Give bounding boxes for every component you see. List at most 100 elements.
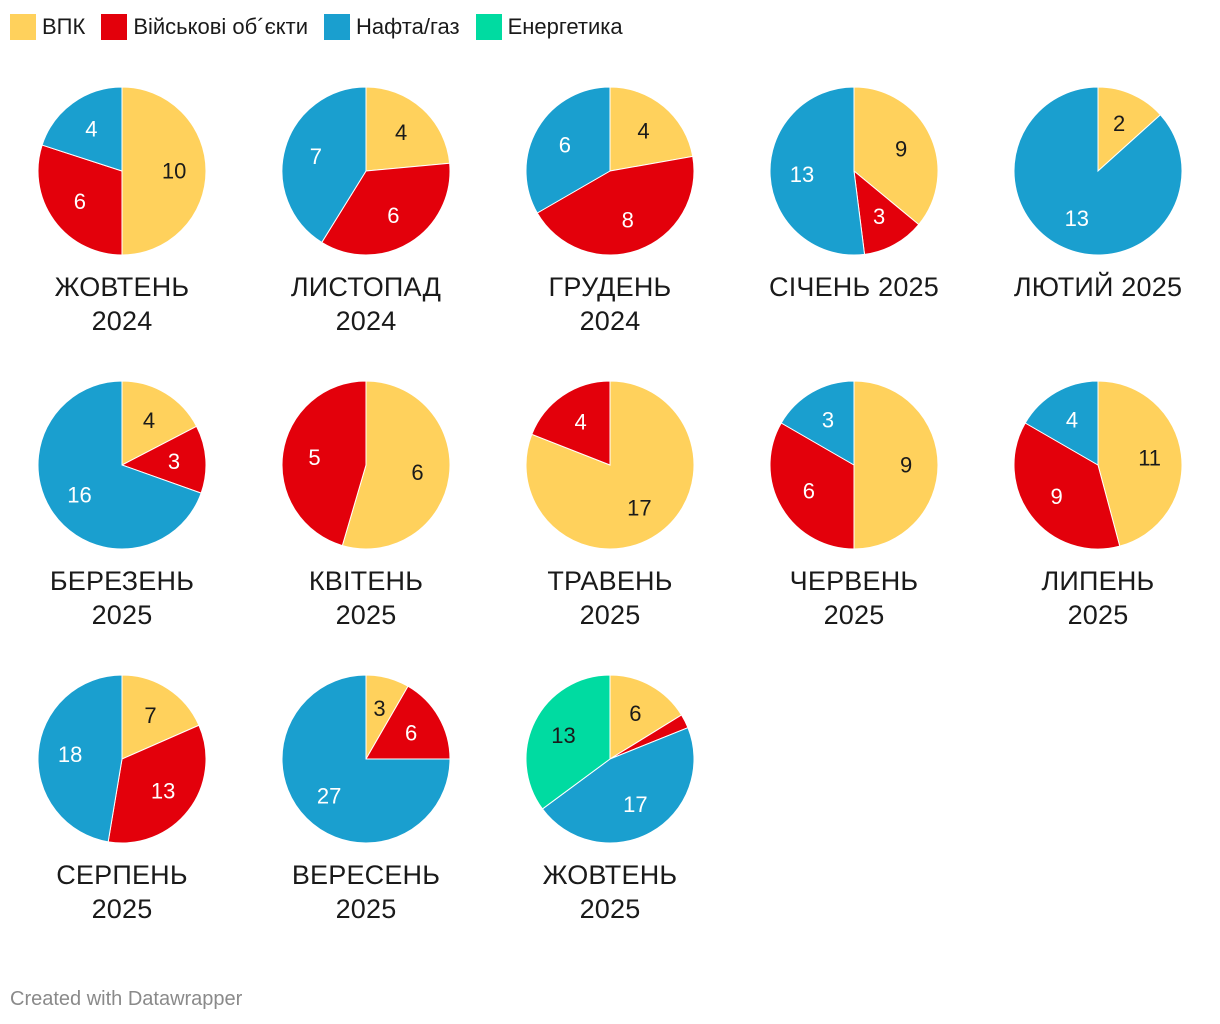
pie-title-line: 2024 (579, 306, 641, 336)
pie-title-line: ЖОВТЕНЬ (542, 860, 678, 890)
pie-svg: 4 8 6 (525, 86, 695, 256)
pie-title-line: 2025 (1067, 600, 1129, 630)
slice-value-label: 11 (1138, 446, 1161, 471)
pie-slice (853, 86, 939, 226)
legend-item-military: Військові об´єкти (101, 14, 308, 40)
slice-value-label: 6 (74, 189, 86, 214)
pie-title: СЕРПЕНЬ 2025 (0, 858, 244, 926)
pie-title-line: 2025 (579, 894, 641, 924)
pie-title-line: ЛЮТИЙ 2025 (1013, 272, 1183, 302)
pie-slice (121, 86, 207, 256)
pie-title-line: БЕРЕЗЕНЬ (49, 566, 195, 596)
legend-swatch (101, 14, 128, 40)
pie-slice (1097, 86, 1162, 173)
slice-value-label: 8 (622, 207, 634, 232)
pie-slice (321, 162, 451, 256)
pie-svg: 7 13 18 (37, 674, 207, 844)
pie-slice (1013, 422, 1121, 550)
pie-slice (541, 727, 695, 844)
pie-slice (37, 144, 123, 256)
pie-title-line: ЧЕРВЕНЬ (789, 566, 919, 596)
slice-value-label: 4 (1066, 407, 1078, 432)
pie-chart: 6 17 13 ЖОВТЕНЬ 2025 (488, 674, 732, 926)
pie-title: ЖОВТЕНЬ 2024 (0, 270, 244, 338)
pie-chart: 9 3 13 СІЧЕНЬ 2025 (732, 86, 976, 304)
pie-slice (107, 724, 207, 844)
legend-label: Військові об´єкти (133, 14, 309, 39)
legend-label: ВПК (42, 14, 86, 39)
pie-title-line: ЛИСТОПАД (290, 272, 442, 302)
legend-swatch (10, 14, 36, 40)
chart-legend: ВПК Військові об´єкти Нафта/газ Енергети… (10, 14, 629, 40)
slice-value-label: 6 (559, 132, 571, 157)
pie-slice (769, 422, 855, 550)
pie-chart: 9 6 3 ЧЕРВЕНЬ 2025 (732, 380, 976, 632)
pie-title-line: ВЕРЕСЕНЬ (291, 860, 441, 890)
slice-value-label: 9 (1051, 484, 1063, 509)
pie-chart: 4 8 6 ГРУДЕНЬ 2024 (488, 86, 732, 338)
pie-slice (281, 674, 451, 844)
pie-title-line: 2025 (823, 600, 885, 630)
pie-svg: 9 3 13 (769, 86, 939, 256)
legend-label: Енергетика (507, 14, 623, 39)
pie-title: ЛЮТИЙ 2025 (976, 270, 1220, 304)
pie-slice (365, 86, 451, 172)
pie-slice (121, 380, 198, 466)
slice-value-label: 13 (1065, 206, 1089, 231)
pie-svg: 65 (281, 380, 451, 550)
slice-value-label: 4 (575, 409, 587, 434)
pie-svg: 17 4 (525, 380, 695, 550)
slice-value-label: 3 (822, 407, 834, 432)
legend-label: Нафта/газ (356, 14, 460, 39)
slice-value-label: 6 (629, 701, 641, 726)
pie-title: СІЧЕНЬ 2025 (732, 270, 976, 304)
slice-value-label: 2 (1113, 111, 1125, 136)
pie-title: ВЕРЕСЕНЬ 2025 (244, 858, 488, 926)
pie-svg: 43 16 (37, 380, 207, 550)
slice-value-label: 10 (162, 159, 186, 184)
footer-credit: Created with Datawrapper (10, 988, 243, 1010)
pie-title-line: 2025 (335, 894, 397, 924)
pie-title-line: 2024 (335, 306, 397, 336)
slice-value-label: 9 (895, 136, 907, 161)
slice-value-label: 3 (873, 204, 885, 229)
pie-title-line: СІЧЕНЬ 2025 (769, 272, 939, 302)
pie-slice (853, 169, 920, 255)
slice-value-label: 16 (67, 483, 91, 508)
pie-chart: 17 4 ТРАВЕНЬ 2025 (488, 380, 732, 632)
pie-title-line: КВІТЕНЬ (308, 566, 424, 596)
slice-value-label: 13 (790, 162, 814, 187)
pie-title-line: 2025 (91, 600, 153, 630)
pie-slice (525, 86, 611, 214)
pie-svg: 11 9 4 (1013, 380, 1183, 550)
pie-title-line: 2025 (91, 894, 153, 924)
pie-slice (853, 380, 939, 550)
pie-chart: 10 6 4 ЖОВТЕНЬ 2024 (0, 86, 244, 338)
pie-slice (37, 674, 123, 843)
pie-slice (1013, 86, 1183, 256)
pie-svg: 6 17 13 (525, 674, 695, 844)
slice-value-label: 17 (623, 792, 647, 817)
slice-value-label: 6 (411, 460, 423, 485)
pie-title: БЕРЕЗЕНЬ 2025 (0, 564, 244, 632)
pie-svg: 36 27 (281, 674, 451, 844)
pie-chart: 4 6 7 ЛИСТОПАД 2024 (244, 86, 488, 338)
pie-chart: 11 9 4 ЛИПЕНЬ 2025 (976, 380, 1220, 632)
slice-value-label: 7 (310, 144, 322, 169)
pie-title: ЖОВТЕНЬ 2025 (488, 858, 732, 926)
pie-chart: 4 3 16 БЕРЕЗЕНЬ 2025 (0, 380, 244, 632)
legend-swatch (475, 14, 502, 40)
slice-value-label: 3 (373, 696, 385, 721)
slice-value-label: 6 (387, 203, 399, 228)
pie-svg: 4 6 7 (281, 86, 451, 256)
pie-svg: 10 6 4 (37, 86, 207, 256)
slice-value-label: 4 (637, 119, 649, 144)
pie-slice (365, 685, 451, 760)
pie-slice (536, 155, 695, 256)
slice-value-label: 9 (900, 453, 912, 478)
slice-value-label: 3 (168, 449, 180, 474)
slice-value-label: 5 (308, 445, 320, 470)
pie-title: ЛИСТОПАД 2024 (244, 270, 488, 338)
pie-title: ЛИПЕНЬ 2025 (976, 564, 1220, 632)
pie-title: ЧЕРВЕНЬ 2025 (732, 564, 976, 632)
